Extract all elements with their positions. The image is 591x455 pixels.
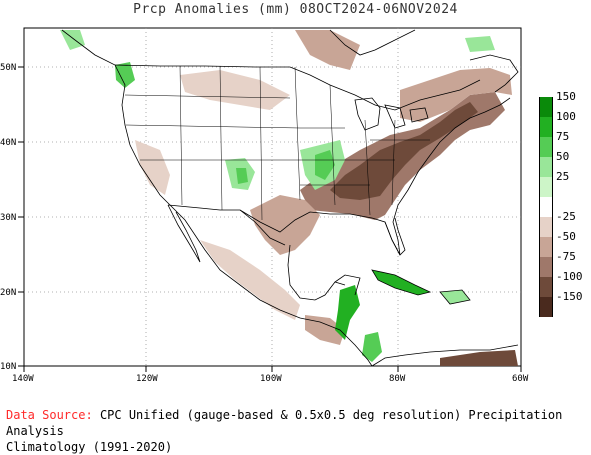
wet-area-cuba [372, 270, 430, 295]
baja-coastline [167, 204, 201, 263]
dry-area-canada [295, 30, 360, 70]
dry-area-venezuela [440, 350, 518, 366]
legend-label: 100 [556, 110, 576, 123]
source-text: CPC Unified (gauge-based & 0.5x0.5 deg r… [6, 408, 563, 438]
precip-anomaly-map: 140W 120W 100W 80W 60W 50N 40N 30N 20N 1… [0, 27, 529, 384]
cuba-coastline [371, 269, 432, 296]
legend-entry: 150 [539, 91, 591, 117]
south-america-coastline [371, 344, 519, 367]
source-line: Data Source: CPC Unified (gauge-based & … [6, 407, 591, 439]
wet-area-canada-east [465, 36, 495, 52]
legend-label: 75 [556, 130, 570, 143]
wet-area-panama [362, 332, 382, 362]
legend-label: -100 [556, 270, 583, 283]
lon-label-100w: 100W [260, 374, 282, 384]
lon-label-140w: 140W [12, 374, 34, 384]
map-title: Prcp Anomalies (mm) 08OCT2024-06NOV2024 [133, 2, 458, 17]
lat-label-10n: 10N [0, 362, 16, 372]
wet-area-southwest-core [236, 168, 248, 184]
canada-coastline [329, 29, 416, 56]
state-lines [124, 65, 430, 221]
legend-label: 25 [556, 170, 570, 183]
source-label: Data Source: [6, 408, 93, 422]
great-lakes [354, 97, 429, 131]
legend-swatch [539, 97, 553, 117]
gulf-coastline [239, 97, 511, 256]
dry-area-west [135, 140, 170, 195]
legend-swatch [539, 297, 553, 317]
us-mexico-border [167, 204, 286, 246]
legend-swatch [539, 197, 553, 217]
legend-swatch [539, 177, 553, 197]
wet-area-plains-core [315, 150, 335, 180]
legend-swatch [539, 237, 553, 257]
legend-swatch [539, 157, 553, 177]
legend-swatch [539, 277, 553, 297]
dry-area-central-canada [180, 70, 290, 110]
wet-area-pacific-nw [115, 62, 135, 88]
lat-label-40n: 40N [0, 138, 16, 148]
dry-area-mexico [200, 240, 300, 320]
us-canada-border [114, 64, 481, 111]
wet-area-bc [60, 30, 85, 50]
legend-entry: -100 [539, 271, 591, 297]
dry-area-central-america [305, 315, 345, 345]
legend-swatch [539, 137, 553, 157]
lat-label-30n: 30N [0, 213, 16, 223]
legend-label: 50 [556, 150, 570, 163]
anomaly-shading [60, 30, 518, 366]
legend-entry: -50 [539, 231, 591, 257]
yucatan-coastline [334, 274, 361, 296]
legend-entry: 25 [539, 171, 591, 197]
legend-label: 150 [556, 90, 576, 103]
axis-ticks [18, 66, 522, 372]
legend-entry: -150 [539, 291, 591, 317]
hispaniola-coastline [439, 289, 471, 305]
legend-entry: -25 [539, 211, 591, 237]
lon-label-80w: 80W [389, 374, 406, 384]
florida-coastline [384, 217, 406, 256]
legend-entry: 50 [539, 151, 591, 177]
legend-label: -75 [556, 250, 576, 263]
mexico-gulf-coastline [287, 244, 346, 301]
legend-label: -25 [556, 210, 576, 223]
dry-area-texas [250, 195, 320, 255]
map-footer: Data Source: CPC Unified (gauge-based & … [6, 407, 591, 455]
dry-area-northeast [400, 68, 512, 122]
atlantic-canada-coastline [469, 54, 519, 93]
lon-label-120w: 120W [136, 374, 158, 384]
climatology-line: Climatology (1991-2020) [6, 440, 173, 454]
west-coastline [61, 29, 373, 367]
legend-label: -50 [556, 230, 576, 243]
boundaries [61, 29, 519, 367]
wet-area-central-america [335, 285, 360, 340]
legend-entry: 75 [539, 131, 591, 157]
legend-entry: 100 [539, 111, 591, 137]
lon-label-60w: 60W [512, 374, 529, 384]
legend-entry [539, 197, 591, 217]
legend-entry: -75 [539, 251, 591, 277]
legend-label: -150 [556, 290, 583, 303]
lat-label-50n: 50N [0, 63, 16, 73]
dry-area-core [330, 102, 478, 200]
legend-swatch [539, 217, 553, 237]
legend-swatch [539, 117, 553, 137]
color-legend: 150 100 75 50 25 -25 -50 -75 -100 -150 [539, 91, 591, 317]
legend-swatch [539, 257, 553, 277]
lat-label-20n: 20N [0, 288, 16, 298]
